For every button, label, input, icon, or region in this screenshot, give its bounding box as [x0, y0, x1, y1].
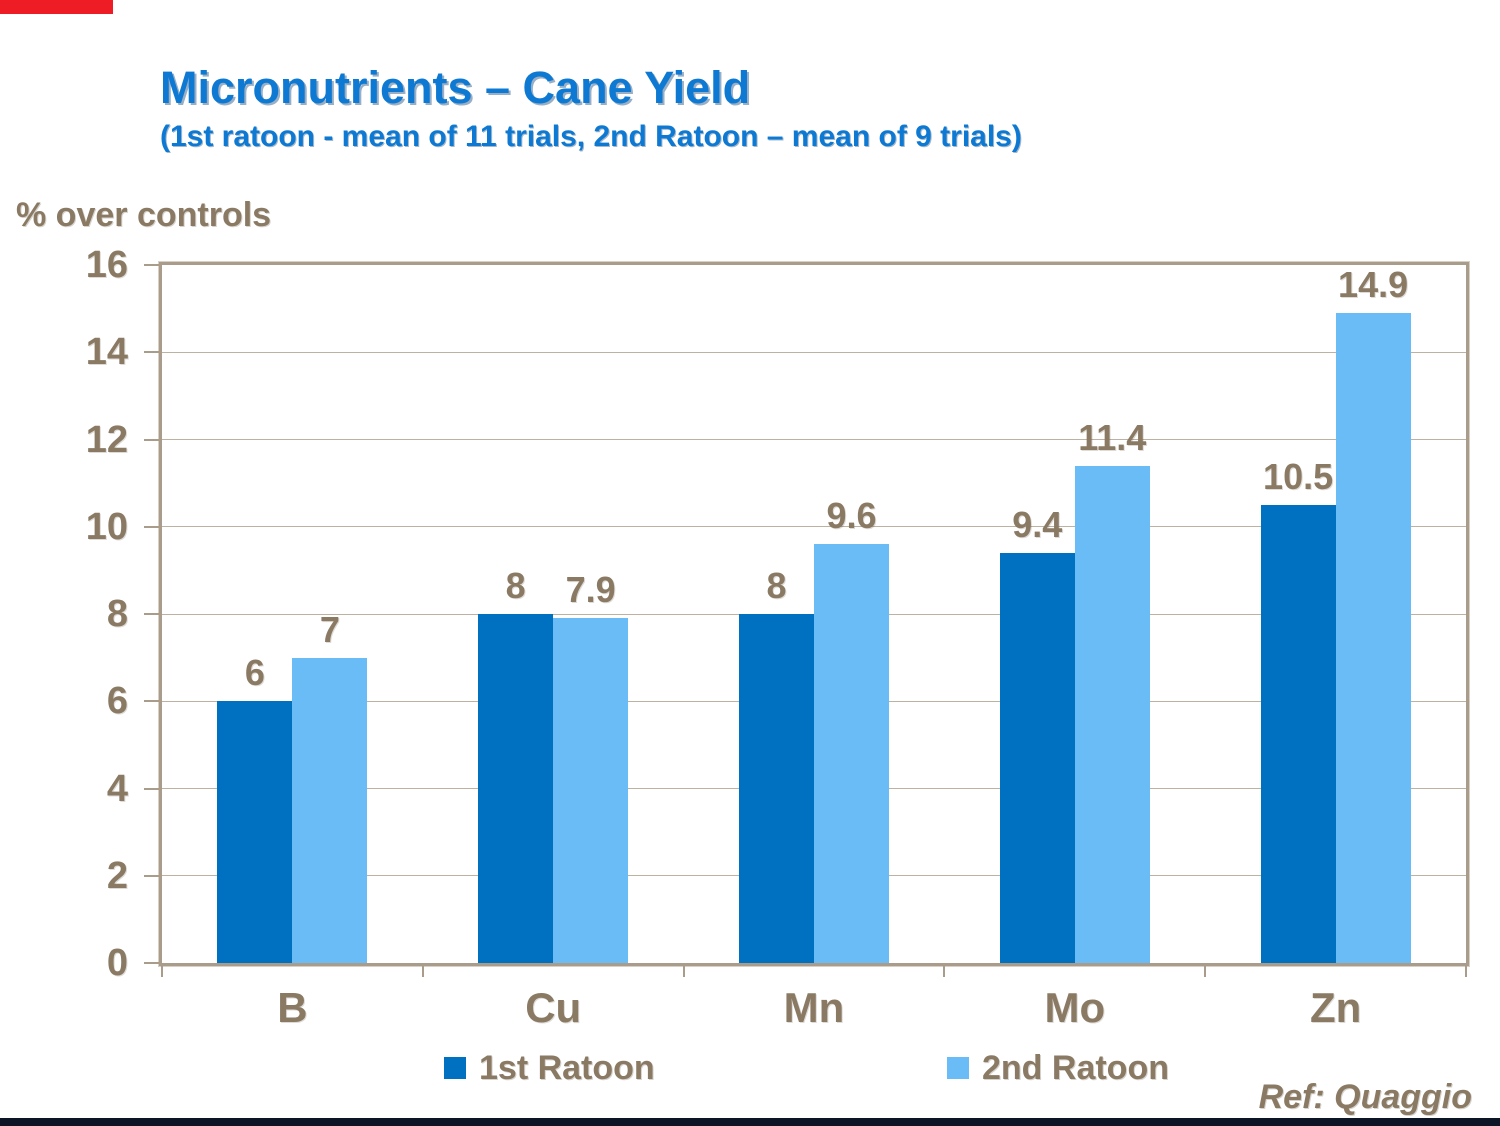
y-axis-tick [144, 700, 159, 703]
bar-1st-ratoon-b [217, 701, 293, 963]
category-label-b: B [277, 984, 308, 1031]
y-axis-tick [144, 874, 159, 877]
legend-swatch-2nd-ratoon [947, 1057, 969, 1079]
bar-value-label: 7 [319, 608, 340, 650]
legend-item-2nd-ratoon: 2nd Ratoon [947, 1046, 1169, 1090]
y-axis-tick-label: 14 [85, 331, 128, 374]
bar-2nd-ratoon-zn [1335, 312, 1411, 963]
y-axis-tick-label: 2 [106, 854, 128, 897]
category-label-zn: Zn [1309, 984, 1362, 1031]
bar-2nd-ratoon-b [292, 657, 368, 963]
y-axis-tick-label: 0 [106, 942, 128, 984]
category-label-mn: Mn [783, 984, 845, 1031]
bar-2nd-ratoon-mo [1074, 465, 1150, 963]
bar-1st-ratoon-mo [999, 552, 1075, 963]
gridline [162, 439, 1466, 440]
y-axis-title: % over controls [16, 196, 272, 234]
category-label-mo: Mo [1044, 984, 1106, 1031]
chart-subtitle: (1st ratoon - mean of 11 trials, 2nd Rat… [160, 120, 1022, 153]
bar-value-label: 9.6 [826, 495, 877, 537]
bar-value-label: 10.5 [1263, 455, 1334, 497]
legend-label-1st-ratoon: 1st Ratoon [479, 1049, 655, 1087]
legend-label-2nd-ratoon: 2nd Ratoon [982, 1049, 1169, 1087]
legend: 1st Ratoon 2nd Ratoon [0, 1046, 1500, 1090]
y-axis-tick [144, 787, 159, 790]
y-axis-tick [144, 351, 159, 354]
bar-value-label: 7.9 [565, 569, 616, 611]
bar-value-label: 6 [244, 652, 265, 694]
y-axis-tick [144, 525, 159, 528]
x-axis-tick [682, 963, 685, 977]
y-axis-tick-label: 10 [85, 505, 128, 548]
bar-value-label: 8 [766, 565, 787, 606]
y-axis-tick-label: 8 [106, 593, 128, 635]
bar-1st-ratoon-zn [1260, 504, 1336, 963]
y-axis-tick [144, 264, 159, 266]
y-axis-tick-label: 12 [85, 418, 128, 461]
gridline [162, 351, 1466, 353]
bar-value-label: 8 [505, 565, 526, 606]
bottom-footer-bar [0, 1118, 1500, 1126]
bar-value-label: 9.4 [1012, 503, 1063, 545]
bar-1st-ratoon-mn [739, 614, 814, 963]
y-axis-tick [144, 962, 159, 964]
y-axis-tick-label: 6 [106, 680, 128, 723]
chart-title: Micronutrients – Cane Yield [160, 62, 751, 113]
x-axis-tick [1465, 963, 1467, 977]
y-axis-tick [144, 438, 159, 441]
x-axis-tick [161, 963, 163, 977]
category-label-cu: Cu [525, 984, 582, 1031]
y-axis-tick-label: 4 [106, 767, 128, 810]
legend-item-1st-ratoon: 1st Ratoon [444, 1046, 655, 1090]
bar-value-label: 11.4 [1078, 416, 1147, 458]
x-axis-tick [421, 963, 424, 977]
bar-1st-ratoon-cu [478, 614, 554, 963]
y-axis-tick-label: 16 [85, 244, 128, 286]
x-axis-tick [1204, 963, 1207, 977]
top-left-red-accent-bar [0, 0, 113, 14]
y-axis-tick [144, 613, 159, 615]
bar-2nd-ratoon-mn [814, 544, 889, 963]
bar-2nd-ratoon-cu [553, 618, 629, 963]
reference-text: Ref: Quaggio [1258, 1078, 1472, 1116]
x-axis-tick [943, 963, 946, 977]
gridline [162, 526, 1466, 528]
bar-value-label: 14.9 [1338, 263, 1409, 305]
legend-swatch-1st-ratoon [444, 1057, 466, 1079]
